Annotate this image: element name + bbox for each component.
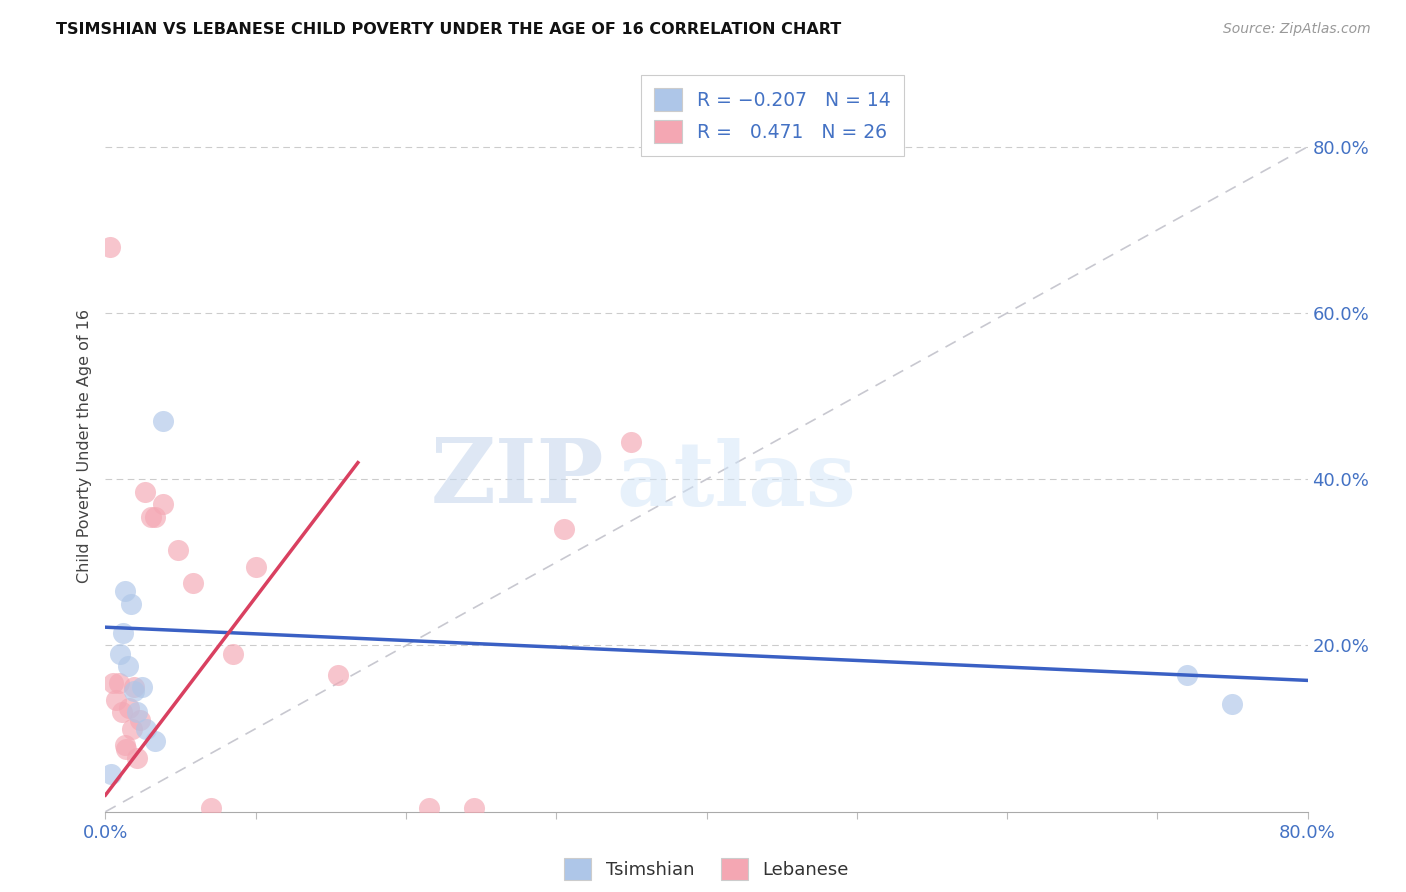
Point	[143, 734, 166, 748]
Point	[114, 584, 136, 599]
Point	[122, 684, 145, 698]
Point	[245, 559, 267, 574]
Point	[117, 659, 139, 673]
Point	[114, 738, 136, 752]
Point	[101, 676, 124, 690]
Point	[98, 239, 121, 253]
Point	[115, 742, 138, 756]
Point	[1222, 697, 1244, 711]
Text: TSIMSHIAN VS LEBANESE CHILD POVERTY UNDER THE AGE OF 16 CORRELATION CHART: TSIMSHIAN VS LEBANESE CHILD POVERTY UNDE…	[56, 22, 841, 37]
Point	[139, 509, 162, 524]
Point	[328, 667, 350, 681]
Point	[222, 647, 245, 661]
Point	[125, 750, 148, 764]
Point	[134, 484, 156, 499]
Point	[122, 680, 145, 694]
Point	[152, 497, 174, 511]
Point	[181, 576, 204, 591]
Point	[200, 800, 222, 814]
Point	[620, 434, 643, 449]
Point	[125, 705, 148, 719]
Point	[131, 680, 153, 694]
Text: atlas: atlas	[616, 438, 856, 524]
Point	[1175, 667, 1198, 681]
Point	[111, 705, 134, 719]
Point	[108, 676, 131, 690]
Point	[110, 647, 132, 661]
Legend: Tsimshian, Lebanese: Tsimshian, Lebanese	[557, 850, 856, 887]
Y-axis label: Child Poverty Under the Age of 16: Child Poverty Under the Age of 16	[77, 309, 93, 583]
Text: ZIP: ZIP	[430, 435, 605, 523]
Point	[135, 722, 157, 736]
Text: Source: ZipAtlas.com: Source: ZipAtlas.com	[1223, 22, 1371, 37]
Point	[418, 800, 440, 814]
Point	[166, 542, 188, 557]
Point	[100, 767, 122, 781]
Point	[120, 597, 142, 611]
Point	[112, 626, 135, 640]
Point	[104, 692, 127, 706]
Point	[553, 522, 575, 536]
Point	[143, 509, 166, 524]
Point	[463, 800, 485, 814]
Point	[118, 701, 141, 715]
Point	[121, 722, 143, 736]
Point	[129, 714, 152, 728]
Point	[152, 414, 174, 428]
